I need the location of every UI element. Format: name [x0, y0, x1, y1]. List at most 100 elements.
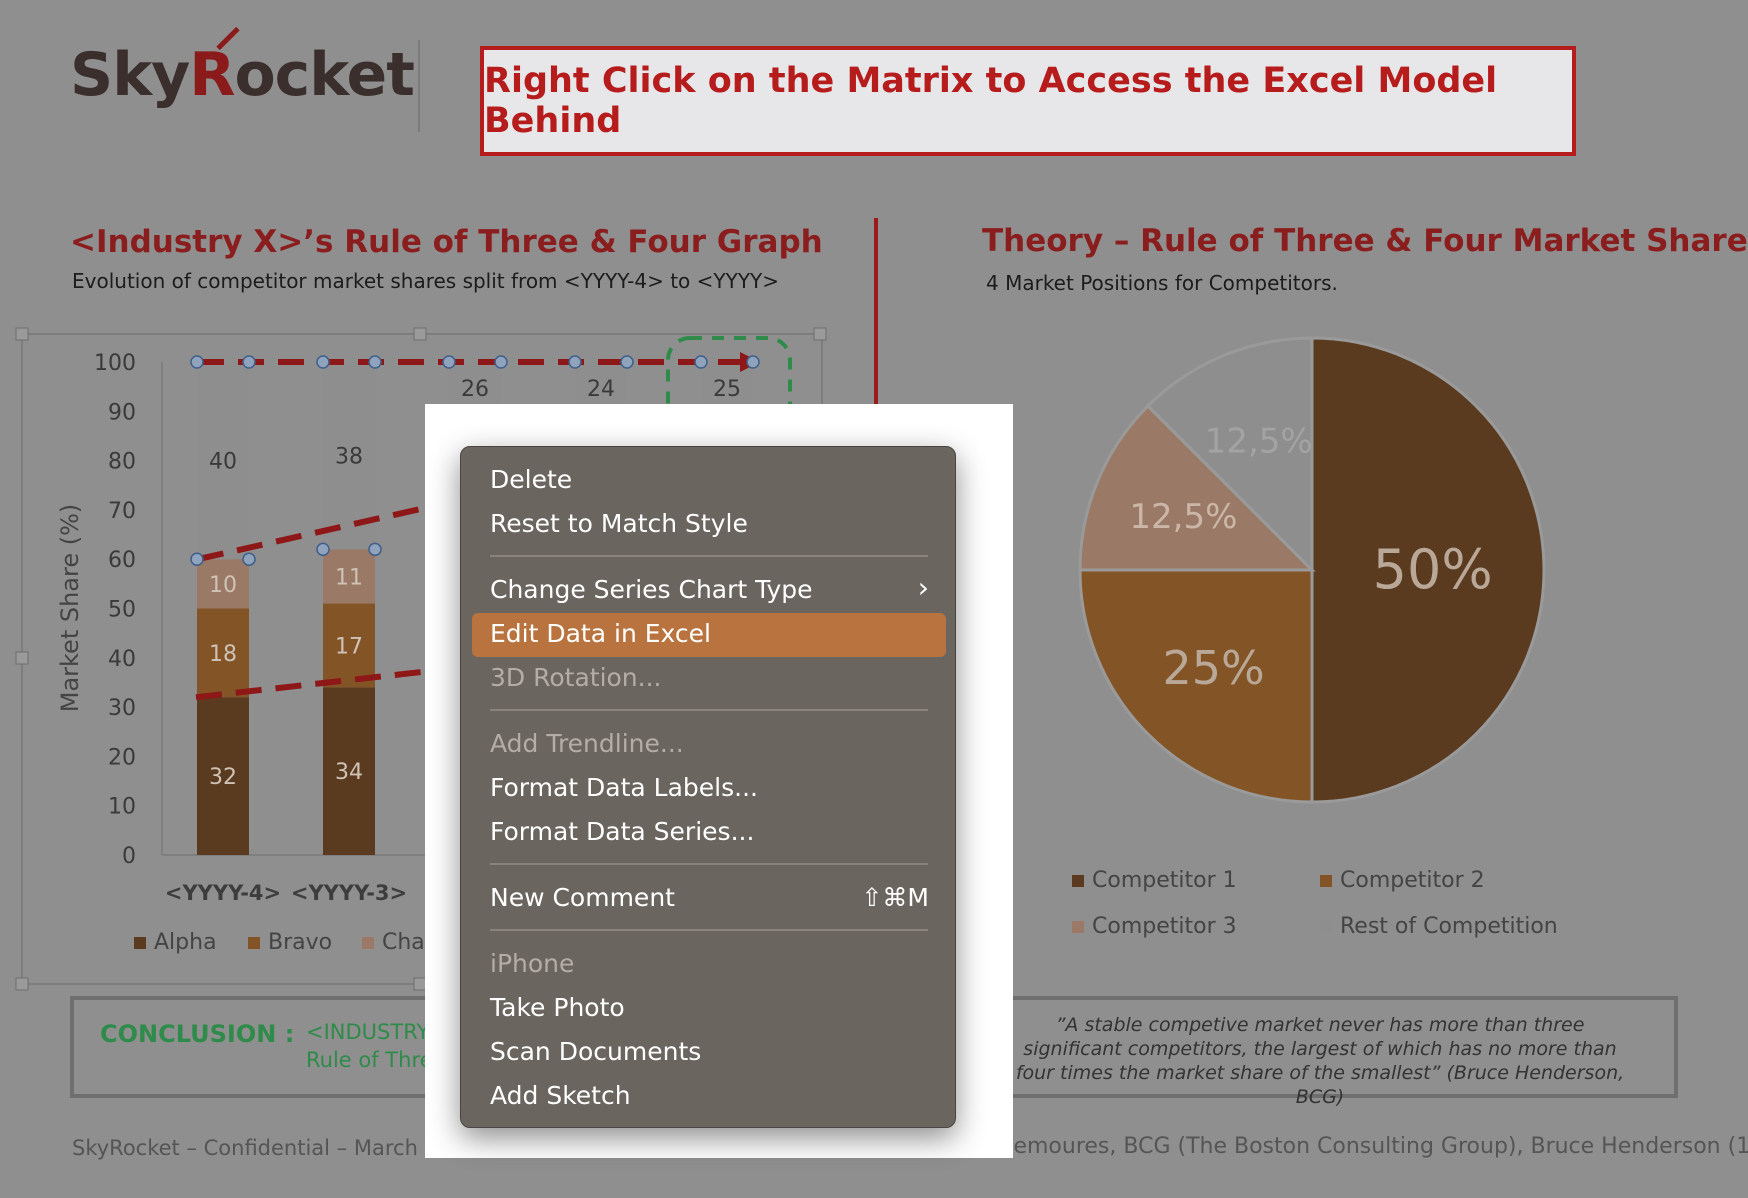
line-marker	[494, 355, 508, 369]
bar-data-label: 10	[209, 573, 237, 598]
bar-data-label: 18	[209, 642, 237, 667]
bar-data-label: 38	[335, 445, 363, 470]
legend-label: Bravo	[268, 930, 333, 955]
left-chart-title: <Industry X>’s Rule of Three & Four Grap…	[70, 224, 823, 260]
pie-slice	[1310, 336, 1546, 804]
menu-item-new-comment[interactable]: New Comment	[490, 883, 675, 912]
y-tick-label: 50	[108, 598, 136, 623]
menu-item-change-series-type[interactable]: Change Series Chart Type	[490, 575, 813, 604]
selection-handle	[15, 977, 29, 991]
x-tick-label: <YYYY-3>	[291, 881, 407, 905]
y-tick-label: 80	[108, 450, 136, 475]
theory-pie-chart: 50% 25% 12,5% 12,5%	[1078, 336, 1546, 804]
legend-label: Rest of Competition	[1340, 914, 1558, 939]
pie-legend-rest: Rest of Competition	[1320, 914, 1558, 939]
bar-legend-bravo: Bravo	[248, 930, 332, 955]
bar-segment	[197, 362, 249, 560]
legend-label: Alpha	[154, 930, 217, 955]
line-marker	[316, 355, 330, 369]
pie-legend-competitor-2: Competitor 2	[1320, 868, 1485, 893]
trend-line-mid	[197, 497, 461, 563]
line-marker	[746, 355, 760, 369]
chevron-right-icon: ›	[917, 571, 929, 604]
legend-swatch	[1072, 920, 1084, 933]
legend-swatch	[134, 936, 146, 949]
pie-legend-competitor-1: Competitor 1	[1072, 868, 1237, 893]
bar-segment	[197, 697, 249, 855]
menu-item-scan-documents[interactable]: Scan Documents	[490, 1037, 702, 1066]
selection-handle	[413, 327, 427, 341]
menu-item-add-sketch[interactable]: Add Sketch	[490, 1081, 631, 1110]
selection-handle	[15, 327, 29, 341]
line-marker	[316, 542, 330, 557]
menu-item-format-data-series[interactable]: Format Data Series...	[490, 817, 755, 846]
legend-swatch	[362, 936, 374, 949]
bar-data-label: 17	[335, 634, 363, 659]
logo-text: Sky	[70, 40, 190, 110]
pie-slice-label: 50%	[1373, 538, 1493, 601]
line-marker	[368, 542, 382, 557]
x-tick-label: <YYYY-4>	[165, 881, 281, 905]
logo-text: ocket	[234, 40, 414, 110]
line-marker	[190, 552, 204, 566]
legend-label: Competitor 3	[1092, 914, 1237, 939]
bar-data-label: 40	[209, 450, 237, 475]
menu-item-edit-data-excel[interactable]: Edit Data in Excel	[490, 619, 711, 648]
line-marker	[242, 552, 256, 566]
menu-separator	[490, 863, 928, 865]
line-marker	[190, 355, 204, 369]
bar-segment	[323, 603, 375, 688]
y-tick-label: 20	[108, 745, 136, 770]
menu-section-iphone: iPhone	[490, 949, 575, 978]
pie-slice	[1145, 336, 1314, 574]
menu-item-delete[interactable]: Delete	[490, 465, 573, 494]
logo-text: R	[189, 40, 235, 110]
menu-item-format-data-labels[interactable]: Format Data Labels...	[490, 773, 758, 802]
bar-segment	[197, 559, 249, 609]
line-marker	[694, 355, 708, 369]
y-tick-label: 60	[108, 548, 136, 573]
menu-item-reset-style[interactable]: Reset to Match Style	[490, 509, 748, 538]
bar-data-label: 32	[209, 765, 237, 790]
divider	[418, 40, 420, 132]
pie-legend-competitor-3: Competitor 3	[1072, 914, 1237, 939]
pie-slice-label: 25%	[1162, 641, 1264, 695]
bar-data-label: 26	[461, 377, 489, 402]
bar-data-label: 25	[713, 377, 741, 402]
left-chart-subtitle: Evolution of competitor market shares sp…	[72, 269, 780, 293]
context-menu: Delete Reset to Match Style Change Serie…	[460, 446, 956, 1128]
right-chart-title: Theory – Rule of Three & Four Market Sha…	[982, 223, 1748, 259]
menu-highlight	[472, 613, 946, 657]
legend-swatch	[248, 936, 260, 949]
legend-label: Competitor 2	[1340, 868, 1485, 893]
menu-separator	[490, 929, 928, 931]
bar-segment	[323, 549, 375, 604]
y-tick-label: 30	[108, 696, 136, 721]
legend-swatch	[1320, 920, 1332, 933]
henderson-quote: ”A stable competive market never has mor…	[1015, 1014, 1625, 1108]
pie-slice	[1078, 568, 1314, 804]
pie-slice	[1078, 403, 1316, 572]
y-tick-label: 0	[122, 844, 136, 869]
bar-data-label: 24	[587, 377, 615, 402]
menu-item-add-trendline: Add Trendline...	[490, 729, 684, 758]
line-marker	[442, 355, 456, 369]
bar-segment	[323, 687, 375, 855]
pie-slice-label: 12,5%	[1205, 422, 1313, 462]
skyrocket-logo: SkyRocket	[70, 40, 415, 110]
trend-line-bottom	[195, 664, 461, 701]
bar-data-label: 11	[335, 565, 363, 590]
new-comment-shortcut: ⇧⌘M	[861, 883, 929, 912]
bar-segment	[197, 608, 249, 698]
pie-slice-label: 12,5%	[1129, 497, 1237, 537]
banner-text: Right Click on the Matrix to Access the …	[484, 61, 1498, 141]
y-tick-label: 100	[94, 351, 136, 376]
menu-item-take-photo[interactable]: Take Photo	[490, 993, 625, 1022]
line-marker	[568, 355, 582, 369]
y-axis-label: Market Share (%)	[56, 504, 84, 713]
right-chart-subtitle: 4 Market Positions for Competitors.	[986, 271, 1338, 295]
y-tick-label: 40	[108, 647, 136, 672]
line-marker	[620, 355, 634, 369]
bar-legend-alpha: Alpha	[134, 930, 217, 955]
legend-swatch	[1072, 874, 1084, 887]
